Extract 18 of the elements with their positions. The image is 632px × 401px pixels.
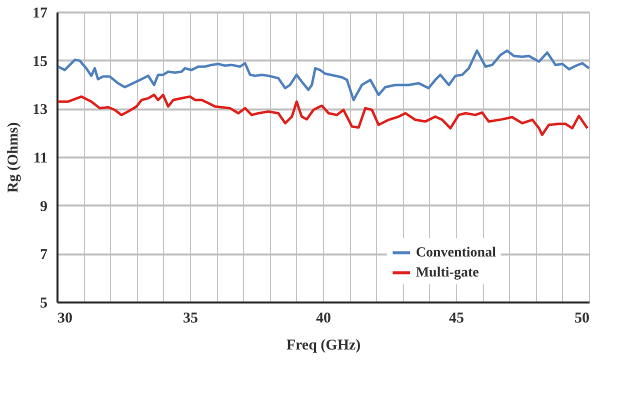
x-tick-label: 40 (316, 310, 331, 326)
y-tick-label: 13 (32, 102, 48, 118)
y-tick-label: 9 (40, 198, 48, 215)
y-tick-label: 15 (32, 54, 48, 70)
x-axis-title: Freq (GHz) (286, 338, 361, 354)
y-tick-label: 17 (32, 6, 48, 22)
legend-label: Multi-gate (416, 266, 479, 281)
y-tick-label: 5 (40, 296, 48, 312)
legend-label: Conventional (416, 246, 496, 261)
y-tick-label: 7 (40, 247, 48, 264)
x-tick-label: 45 (449, 310, 464, 326)
x-tick-label: 30 (58, 310, 72, 326)
x-tick-label: 50 (574, 310, 590, 326)
line-series (56, 94, 589, 136)
x-tick-label: 35 (183, 310, 198, 326)
y-tick-label: 11 (33, 150, 48, 166)
y-axis-title: Rg (Ohms) (6, 122, 22, 193)
line-series (56, 49, 590, 102)
